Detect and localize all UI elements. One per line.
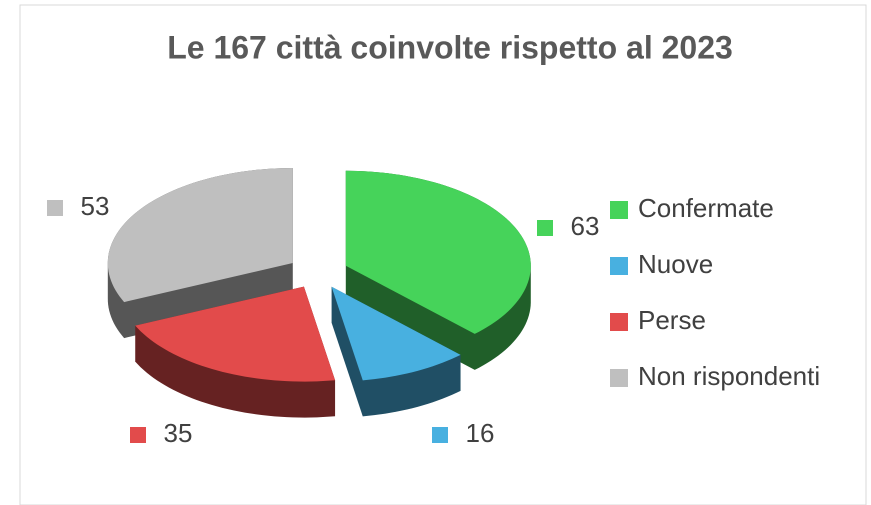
data-label: 53 xyxy=(81,191,110,221)
data-label-key xyxy=(537,220,553,236)
slice xyxy=(345,170,531,334)
slice xyxy=(331,286,461,381)
legend-label: Non rispondenti xyxy=(638,361,820,391)
data-label-key xyxy=(47,200,63,216)
legend-label: Perse xyxy=(638,305,706,335)
data-label: 35 xyxy=(164,418,193,448)
legend-swatch xyxy=(610,369,628,387)
data-label-key xyxy=(432,427,448,443)
legend-label: Confermate xyxy=(638,193,774,223)
slice xyxy=(107,168,293,303)
data-label: 16 xyxy=(466,418,495,448)
legend-swatch xyxy=(610,313,628,331)
chart-title: Le 167 città coinvolte rispetto al 2023 xyxy=(167,29,733,65)
data-label-key xyxy=(130,427,146,443)
slice xyxy=(135,286,336,382)
legend-label: Nuove xyxy=(638,249,713,279)
legend-swatch xyxy=(610,257,628,275)
data-label: 63 xyxy=(571,211,600,241)
legend-swatch xyxy=(610,201,628,219)
